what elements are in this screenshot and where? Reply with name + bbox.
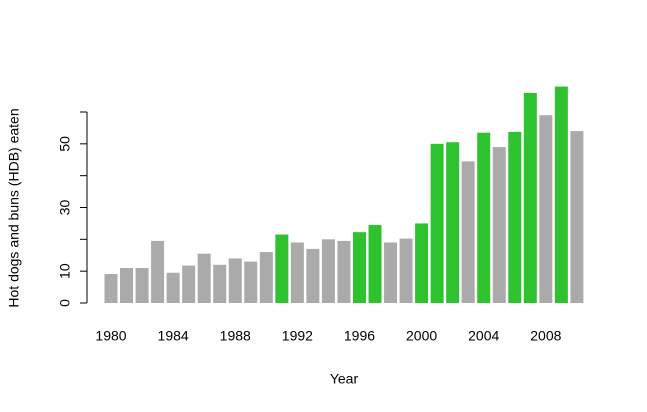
- bar: [337, 240, 351, 303]
- bar: [523, 92, 537, 304]
- bar: [477, 132, 491, 303]
- bar: [306, 248, 320, 303]
- bar: [368, 225, 382, 303]
- x-tick-label: 1988: [220, 328, 251, 344]
- bar: [415, 223, 429, 303]
- x-tick-label: 2004: [468, 328, 499, 344]
- bar: [430, 143, 444, 303]
- x-tick-label: 1980: [95, 328, 126, 344]
- y-axis-label: Hot dogs and buns (HDB) eaten: [6, 108, 22, 307]
- bar: [290, 242, 304, 303]
- bar: [446, 142, 460, 303]
- bar: [492, 147, 506, 303]
- bar: [461, 161, 475, 303]
- bar: [104, 274, 118, 303]
- bar: [508, 131, 522, 303]
- x-tick-label: 1984: [158, 328, 189, 344]
- bar: [570, 131, 584, 303]
- bar: [539, 115, 553, 303]
- bar: [352, 232, 366, 303]
- bar: [554, 86, 568, 304]
- bar: [135, 267, 149, 303]
- bar: [166, 272, 180, 303]
- bar: [151, 240, 165, 303]
- bar: [213, 264, 227, 303]
- bar: [120, 267, 134, 303]
- x-tick-label: 2008: [530, 328, 561, 344]
- bar: [384, 242, 398, 303]
- bar: [228, 258, 242, 303]
- bar: [399, 238, 413, 303]
- bar: [259, 252, 273, 303]
- x-tick-label: 1992: [282, 328, 313, 344]
- x-tick-label: 1996: [344, 328, 375, 344]
- bar: [244, 261, 258, 303]
- y-tick-label: 50: [57, 136, 73, 152]
- y-tick-label: 0: [57, 299, 73, 307]
- bar: [182, 265, 196, 303]
- bar: [321, 239, 335, 303]
- bar: [275, 234, 289, 303]
- bar: [197, 253, 211, 303]
- x-axis-label: Year: [330, 371, 359, 387]
- y-tick-label: 10: [57, 263, 73, 279]
- x-tick-label: 2000: [406, 328, 437, 344]
- y-tick-label: 30: [57, 200, 73, 216]
